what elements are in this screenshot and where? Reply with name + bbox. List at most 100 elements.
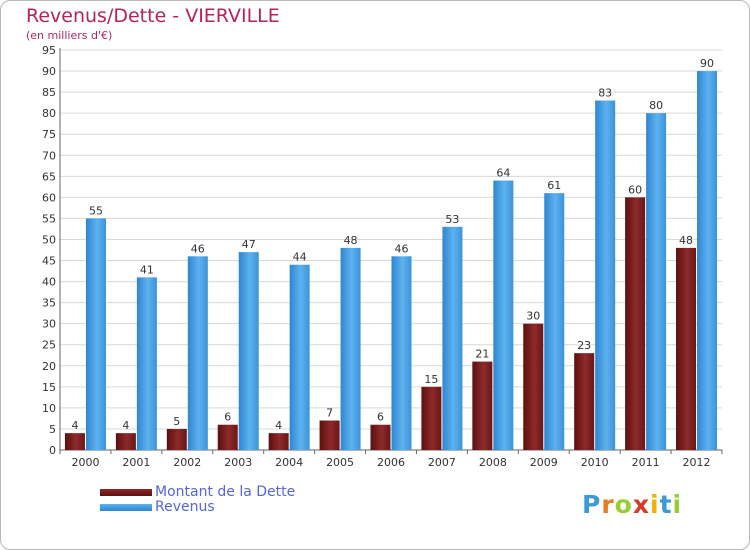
data-label-dette: 60 — [628, 183, 642, 196]
data-label-dette: 4 — [71, 419, 78, 432]
x-tick-label: 2004 — [275, 456, 303, 469]
x-tick-label: 2005 — [326, 456, 354, 469]
bar-revenus — [238, 252, 259, 450]
x-tick-label: 2000 — [71, 456, 99, 469]
legend-label-debt: Montant de la Dette — [155, 484, 296, 500]
data-label-dette: 6 — [224, 411, 231, 424]
y-tick-label: 95 — [42, 44, 56, 57]
data-label-revenus: 90 — [700, 57, 714, 70]
proxiti-logo: Proxiti — [582, 490, 682, 519]
y-tick-label: 35 — [42, 297, 56, 310]
bar-dette — [472, 361, 493, 450]
bar-revenus — [442, 226, 463, 450]
data-label-revenus: 44 — [293, 251, 307, 264]
y-tick-label: 20 — [42, 360, 56, 373]
y-tick-label: 15 — [42, 381, 56, 394]
y-tick-label: 65 — [42, 170, 56, 183]
data-label-revenus: 80 — [649, 99, 663, 112]
data-label-revenus: 41 — [140, 263, 154, 276]
x-tick-label: 2012 — [683, 456, 711, 469]
bar-dette — [268, 433, 289, 450]
grid-lines — [60, 49, 722, 430]
y-tick-label: 60 — [42, 191, 56, 204]
x-tick-label: 2008 — [479, 456, 507, 469]
chart-title: Revenus/Dette - VIERVILLE — [26, 5, 280, 27]
data-label-revenus: 46 — [191, 242, 205, 255]
bar-revenus — [136, 277, 157, 450]
bar-dette — [421, 386, 442, 450]
data-label-dette: 15 — [424, 373, 438, 386]
bar-dette — [64, 433, 85, 450]
logo-letter: i — [650, 490, 660, 519]
y-tick-label: 55 — [42, 212, 56, 225]
logo-letter: o — [614, 490, 633, 519]
data-label-revenus: 53 — [445, 213, 459, 226]
data-label-revenus: 48 — [344, 234, 358, 247]
data-label-revenus: 64 — [496, 167, 510, 180]
y-tick-label: 70 — [42, 149, 56, 162]
bar-dette — [574, 353, 595, 450]
data-label-dette: 5 — [173, 415, 180, 428]
bar-revenus — [187, 256, 208, 450]
y-tick-label: 45 — [42, 255, 56, 268]
y-tick-label: 75 — [42, 128, 56, 141]
x-tick-label: 2011 — [632, 456, 660, 469]
data-label-dette: 30 — [526, 310, 540, 323]
bar-revenus — [289, 264, 310, 450]
bar-dette — [319, 420, 340, 450]
data-label-dette: 7 — [326, 407, 333, 420]
data-label-revenus: 83 — [598, 87, 612, 100]
bar-revenus — [646, 113, 667, 450]
x-tick-label: 2003 — [224, 456, 252, 469]
data-label-dette: 4 — [275, 419, 282, 432]
data-label-dette: 4 — [122, 419, 129, 432]
bar-dette — [370, 424, 391, 450]
y-tick-label: 80 — [42, 107, 56, 120]
x-tick-label: 2007 — [428, 456, 456, 469]
y-tick-label: 50 — [42, 233, 56, 246]
data-label-revenus: 47 — [242, 238, 256, 251]
logo-letter: r — [601, 490, 615, 519]
x-tick-label: 2001 — [122, 456, 150, 469]
data-label-revenus: 55 — [89, 204, 103, 217]
bar-revenus — [391, 256, 412, 450]
data-label-dette: 6 — [377, 411, 384, 424]
logo-letter: t — [659, 490, 673, 519]
chart-subtitle: (en milliers d'€) — [26, 29, 113, 42]
bar-revenus — [340, 247, 361, 450]
x-tick-label: 2006 — [377, 456, 405, 469]
data-label-dette: 21 — [475, 348, 489, 361]
logo-letter: P — [582, 490, 602, 519]
axes: 0510152025303540455055606570758085909520… — [42, 44, 723, 469]
bars — [64, 71, 718, 451]
legend-swatch-debt — [100, 489, 152, 496]
bar-revenus — [544, 193, 565, 450]
y-tick-label: 25 — [42, 339, 56, 352]
legend-label-revenus: Revenus — [155, 499, 215, 515]
data-label-dette: 23 — [577, 339, 591, 352]
y-tick-label: 10 — [42, 402, 56, 415]
y-tick-label: 0 — [49, 444, 56, 457]
x-tick-label: 2002 — [173, 456, 201, 469]
bar-revenus — [697, 71, 718, 450]
y-tick-label: 90 — [42, 65, 56, 78]
y-tick-label: 85 — [42, 86, 56, 99]
logo-letter: x — [632, 490, 650, 519]
bar-dette — [676, 247, 697, 450]
logo-letter: i — [672, 490, 683, 519]
data-labels: 4554415466474447486461553216430612383608… — [71, 57, 714, 432]
bar-dette — [217, 424, 238, 450]
bar-dette — [523, 323, 544, 450]
bar-revenus — [493, 180, 514, 451]
y-tick-label: 5 — [49, 423, 56, 436]
x-tick-label: 2009 — [530, 456, 558, 469]
legend-swatch-revenus — [100, 504, 152, 511]
data-label-revenus: 61 — [547, 179, 561, 192]
bar-dette — [625, 197, 646, 450]
bar-revenus — [85, 218, 106, 450]
data-label-dette: 48 — [679, 234, 693, 247]
bar-revenus — [595, 100, 616, 451]
y-tick-label: 30 — [42, 318, 56, 331]
bar-dette — [115, 433, 136, 450]
